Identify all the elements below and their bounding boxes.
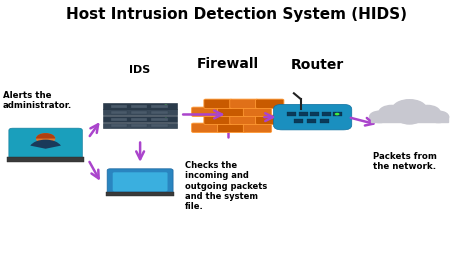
Text: Packets from
the network.: Packets from the network. xyxy=(373,152,437,171)
Bar xyxy=(294,119,303,123)
Bar xyxy=(320,119,329,123)
Circle shape xyxy=(392,100,427,119)
FancyBboxPatch shape xyxy=(218,107,246,117)
Bar xyxy=(287,112,296,116)
FancyBboxPatch shape xyxy=(9,128,82,160)
Bar xyxy=(307,119,316,123)
Circle shape xyxy=(397,110,422,124)
Circle shape xyxy=(428,111,448,123)
Circle shape xyxy=(379,105,404,120)
Bar xyxy=(110,105,127,107)
Text: Router: Router xyxy=(291,58,344,72)
Bar xyxy=(110,111,127,114)
Bar xyxy=(333,112,342,116)
Text: Alerts the
administrator.: Alerts the administrator. xyxy=(3,91,73,110)
Bar xyxy=(103,103,177,109)
Bar xyxy=(103,110,177,115)
FancyBboxPatch shape xyxy=(243,123,272,132)
FancyBboxPatch shape xyxy=(230,99,258,109)
FancyBboxPatch shape xyxy=(191,107,220,117)
Bar xyxy=(131,118,147,121)
Bar xyxy=(310,112,319,116)
Bar xyxy=(131,111,147,114)
Bar xyxy=(107,192,174,196)
Bar xyxy=(151,124,168,127)
FancyBboxPatch shape xyxy=(218,123,246,132)
FancyBboxPatch shape xyxy=(255,99,284,109)
Text: Checks the
incoming and
outgoing packets
and the system
file.: Checks the incoming and outgoing packets… xyxy=(185,161,267,211)
FancyBboxPatch shape xyxy=(204,99,232,109)
Circle shape xyxy=(370,111,390,123)
Bar xyxy=(299,112,308,116)
Wedge shape xyxy=(36,133,55,139)
FancyBboxPatch shape xyxy=(243,107,272,117)
Text: Firewall: Firewall xyxy=(197,57,259,71)
Circle shape xyxy=(164,118,168,120)
FancyBboxPatch shape xyxy=(230,115,258,124)
Bar xyxy=(103,116,177,122)
Wedge shape xyxy=(30,140,61,149)
Text: Host Intrusion Detection System (HIDS): Host Intrusion Detection System (HIDS) xyxy=(66,7,408,22)
Bar xyxy=(131,105,147,107)
Circle shape xyxy=(335,113,339,115)
Bar xyxy=(151,111,168,114)
Bar xyxy=(103,123,177,128)
FancyBboxPatch shape xyxy=(113,172,167,191)
Bar xyxy=(322,112,331,116)
Circle shape xyxy=(415,105,440,120)
Bar xyxy=(131,124,147,127)
Bar xyxy=(151,118,168,121)
Text: IDS: IDS xyxy=(129,65,151,75)
FancyBboxPatch shape xyxy=(191,123,220,132)
Circle shape xyxy=(164,124,168,127)
Circle shape xyxy=(164,111,168,114)
FancyBboxPatch shape xyxy=(204,115,232,124)
Bar xyxy=(151,105,168,107)
Bar xyxy=(7,157,84,162)
FancyBboxPatch shape xyxy=(107,169,173,194)
Bar xyxy=(110,118,127,121)
FancyBboxPatch shape xyxy=(273,104,352,130)
Bar xyxy=(371,117,448,122)
Circle shape xyxy=(164,105,168,107)
Bar xyxy=(110,124,127,127)
Circle shape xyxy=(36,133,55,144)
FancyBboxPatch shape xyxy=(255,115,284,124)
